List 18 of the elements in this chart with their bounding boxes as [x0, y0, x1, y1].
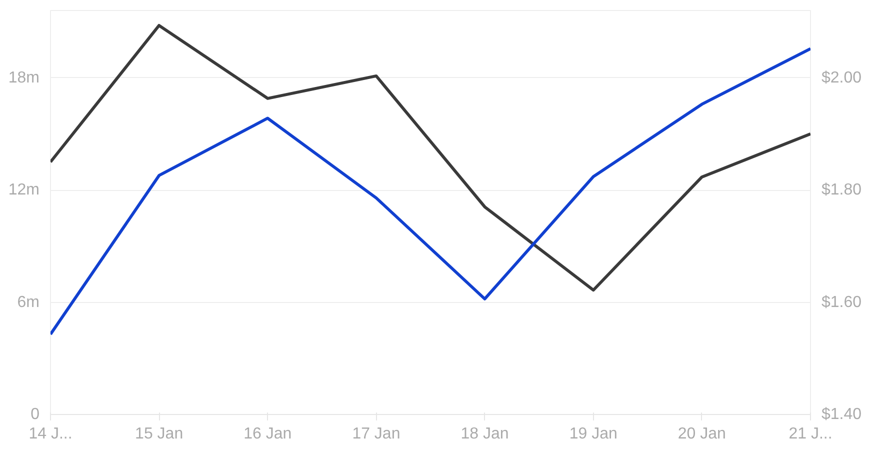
x-tick-label: 20 Jan: [678, 426, 726, 442]
y2-tick-label: $1.80: [822, 182, 862, 199]
x-tick-label: 17 Jan: [352, 426, 400, 442]
y-tick-label: 0: [30, 406, 40, 423]
line-series: [50, 47, 810, 336]
line-series: [50, 24, 810, 292]
y2-tick-label: $1.40: [822, 406, 862, 423]
x-tick-label: 14 J...: [28, 426, 72, 442]
x-tick-label: 21 J...: [788, 426, 832, 442]
y-tick-label: 12m: [8, 182, 40, 199]
x-tick-label: 15 Jan: [135, 426, 184, 442]
y2-tick-label: $2.00: [822, 69, 862, 86]
x-tick-label: 16 Jan: [244, 426, 292, 442]
y2-tick-label: $1.60: [822, 294, 862, 311]
x-tick-label: 19 Jan: [569, 426, 618, 442]
y-tick-label: 6m: [17, 294, 40, 311]
y-tick-label: 18m: [8, 69, 40, 86]
x-tick-label: 18 Jan: [460, 426, 509, 442]
